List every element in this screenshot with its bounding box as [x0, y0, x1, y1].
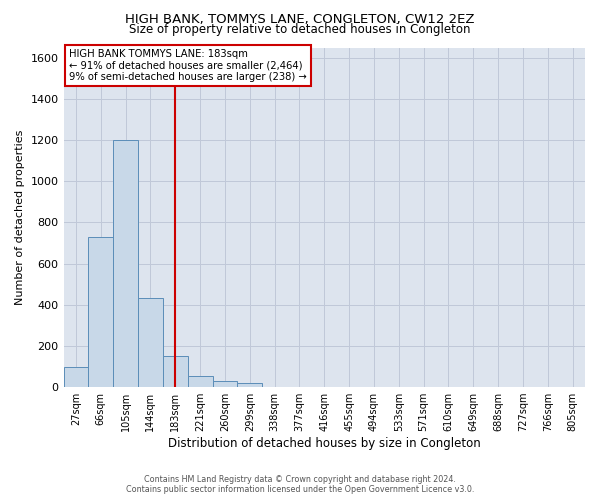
Bar: [88, 237, 113, 387]
Bar: [212, 381, 238, 387]
Bar: [188, 376, 212, 387]
X-axis label: Distribution of detached houses by size in Congleton: Distribution of detached houses by size …: [168, 437, 481, 450]
Text: Contains HM Land Registry data © Crown copyright and database right 2024.
Contai: Contains HM Land Registry data © Crown c…: [126, 474, 474, 494]
Bar: [64, 366, 88, 387]
Bar: [113, 140, 138, 387]
Bar: [138, 298, 163, 387]
Text: Size of property relative to detached houses in Congleton: Size of property relative to detached ho…: [129, 22, 471, 36]
Bar: [163, 356, 188, 387]
Y-axis label: Number of detached properties: Number of detached properties: [15, 130, 25, 305]
Bar: [238, 383, 262, 387]
Text: HIGH BANK TOMMYS LANE: 183sqm
← 91% of detached houses are smaller (2,464)
9% of: HIGH BANK TOMMYS LANE: 183sqm ← 91% of d…: [69, 49, 307, 82]
Text: HIGH BANK, TOMMYS LANE, CONGLETON, CW12 2EZ: HIGH BANK, TOMMYS LANE, CONGLETON, CW12 …: [125, 12, 475, 26]
